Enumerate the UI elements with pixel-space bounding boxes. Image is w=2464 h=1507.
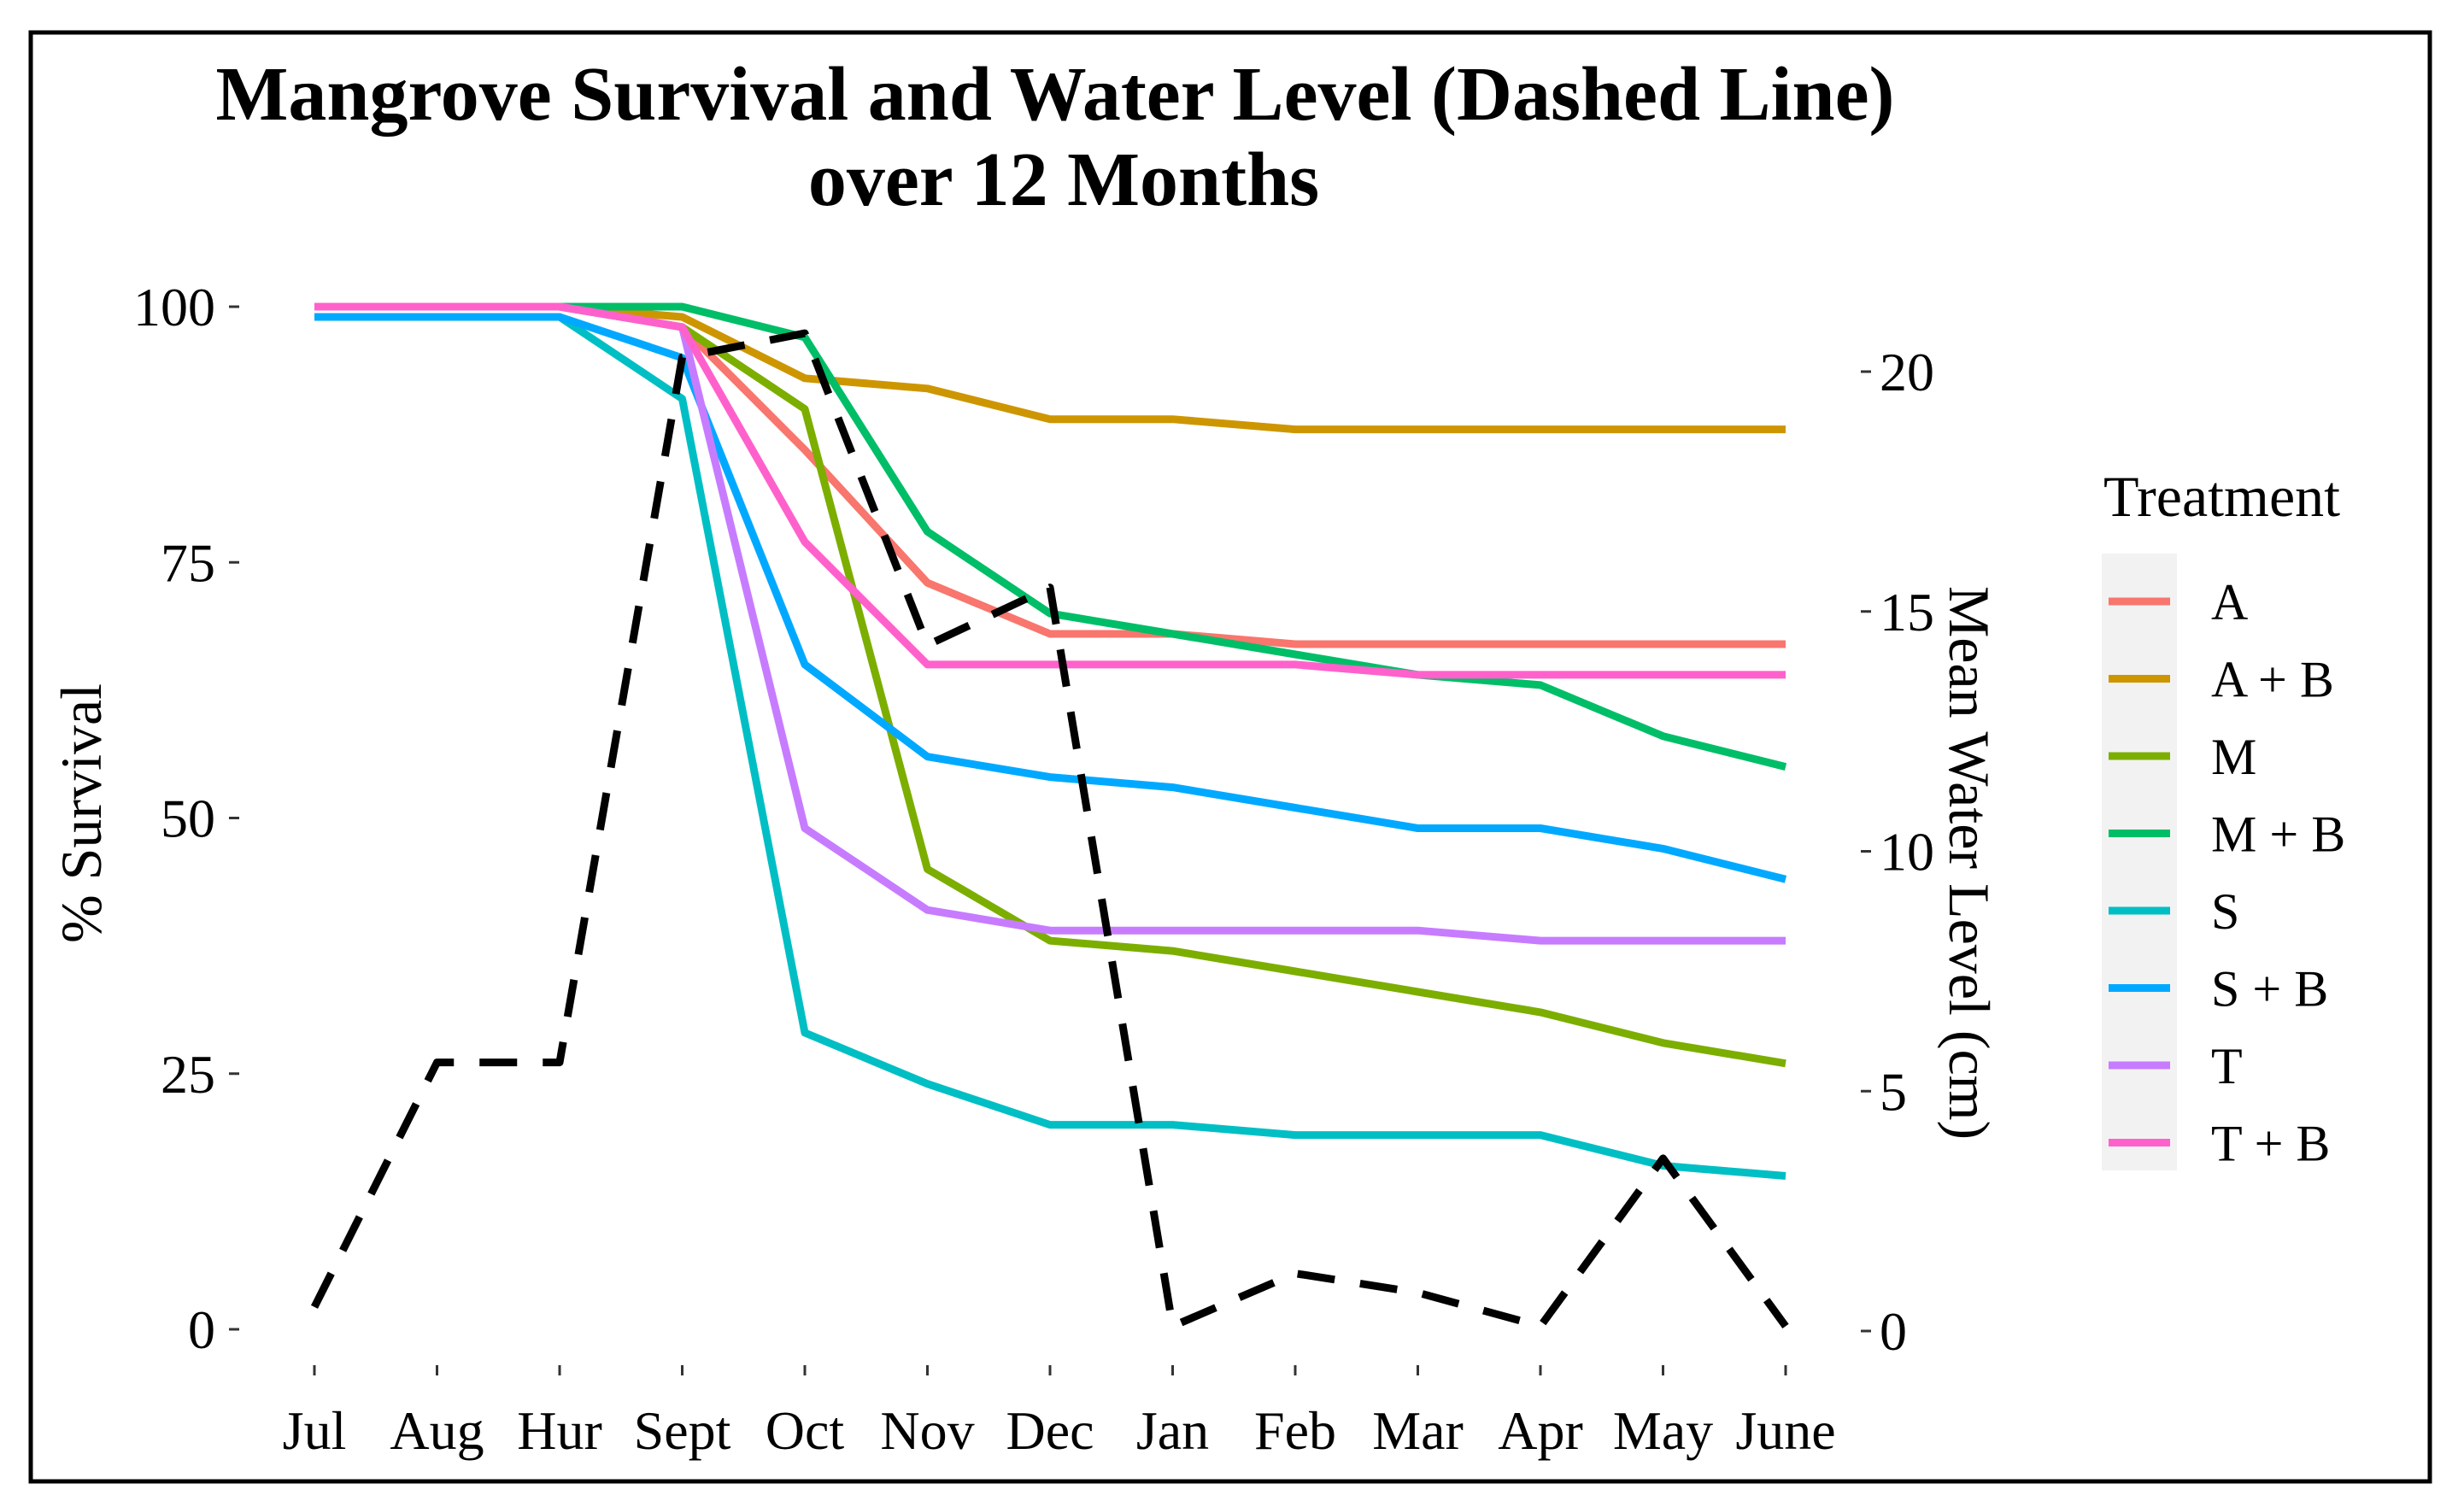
legend-label-t: T [2211,1038,2243,1094]
x-tick-label-june: June [1735,1400,1835,1461]
plot-area: 0 25 50 75 100 0 5 10 15 20 Jul Aug Hur Sept Oct Nov Dec… [133,277,1934,1461]
y2-axis-title: Mean Water Level (cm) [1937,586,2002,1140]
y-tick-label-25: 25 [161,1044,215,1105]
x-tick-label-oct: Oct [766,1400,845,1461]
series-line-s-plus-b [314,313,1787,883]
legend-key-background [2102,554,2177,1170]
x-tick-label-mar: Mar [1372,1400,1464,1461]
legend-title: Treatment [2103,464,2340,529]
x-tick-label-jan: Jan [1136,1400,1209,1461]
y-axis-title: % Survival [49,683,114,943]
y2-tick-label-0: 0 [1880,1301,1907,1362]
legend-label-t-plus-b: T + B [2211,1116,2330,1172]
y2-tick-label-5: 5 [1880,1061,1907,1122]
legend-label-s-plus-b: S + B [2211,961,2328,1017]
y-tick-label-75: 75 [161,532,215,593]
x-tick-label-nov: Nov [880,1400,974,1461]
chart-border [28,30,2432,1484]
y-tick-label-0: 0 [188,1299,215,1360]
legend-label-s: S [2211,883,2239,940]
x-tick-label-jul: Jul [283,1400,347,1461]
x-tick-label-dec: Dec [1006,1400,1094,1461]
y-tick-label-50: 50 [161,789,215,849]
x-tick-label-sept: Sept [634,1400,731,1461]
y2-tick-label-15: 15 [1880,582,1934,642]
x-tick-label-aug: Aug [390,1400,484,1461]
y2-tick-label-20: 20 [1880,342,1934,402]
legend-label-m: M [2211,729,2256,785]
legend-label-a-plus-b: A + B [2211,652,2334,708]
series-line-t-plus-b [314,302,1786,679]
legend: Treatment A A + B M M + B S S + B T T + B [2102,464,2345,1172]
y2-tick-label-10: 10 [1880,822,1934,883]
chart-title-line-1: Mangrove Survival and Water Level (Dashe… [215,52,1894,137]
x-tick-label-may: May [1613,1400,1713,1461]
x-tick-label-apr: Apr [1498,1400,1583,1461]
x-tick-label-hur: Hur [517,1400,602,1461]
legend-label-m-plus-b: M + B [2211,806,2345,863]
chart-title-line-2: over 12 Months [808,138,1319,222]
x-tick-label-feb: Feb [1254,1400,1336,1461]
water-level-dashed-line [310,329,1789,1330]
legend-label-a: A [2211,574,2248,630]
y-tick-label-100: 100 [133,277,215,337]
